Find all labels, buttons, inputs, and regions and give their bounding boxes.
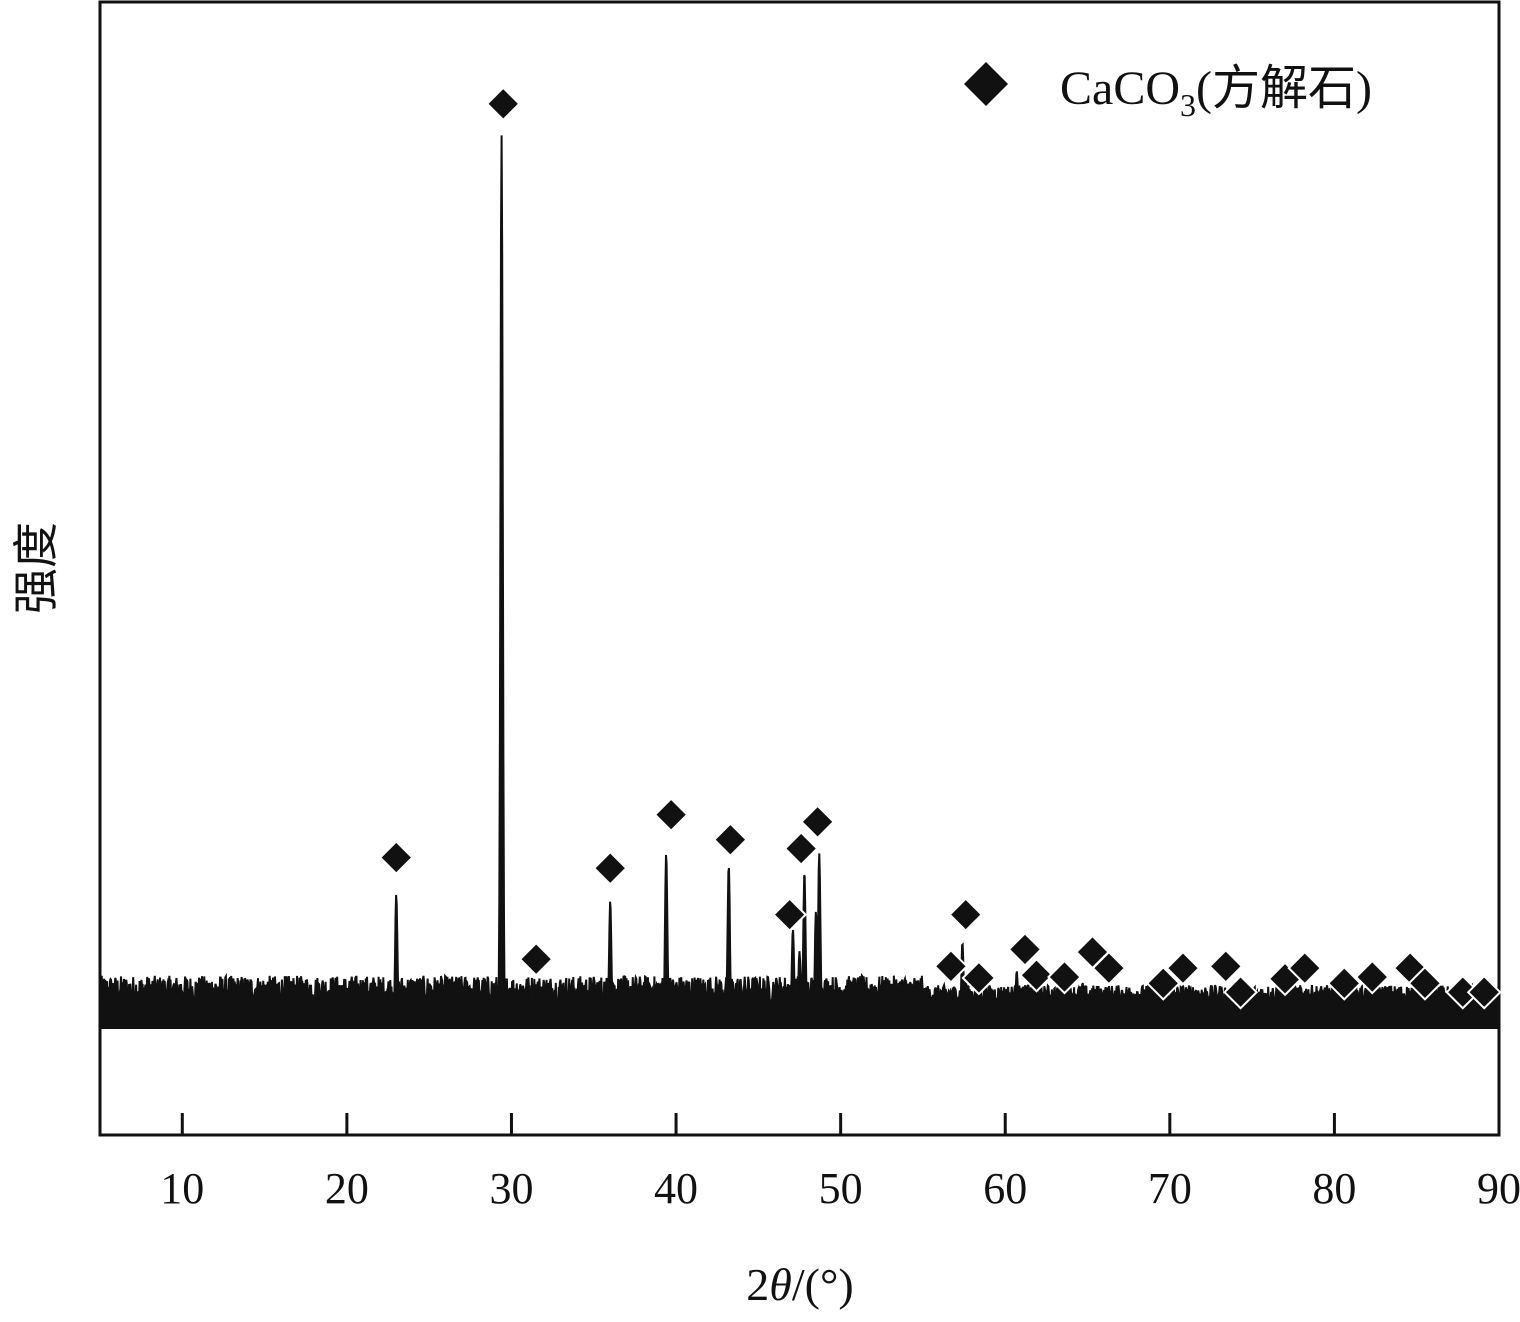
calcite-peak-marker	[1007, 931, 1043, 967]
calcite-peak-marker	[485, 86, 521, 122]
calcite-peak-marker	[592, 850, 628, 886]
x-tick-label: 20	[325, 1164, 369, 1213]
calcite-peak-marker	[1019, 957, 1054, 993]
legend-diamond-marker	[964, 62, 1008, 106]
calcite-peak-marker	[1326, 965, 1362, 1001]
legend-label: CaCO3(方解石)	[1060, 62, 1372, 123]
calcite-peak-marker	[1165, 950, 1201, 986]
calcite-peak-marker	[961, 960, 997, 996]
x-axis-ticks: 10 20 30 40 50 60 70 80 90	[160, 1113, 1520, 1213]
calcite-peak-marker	[933, 948, 969, 984]
calcite-peak-marker	[1145, 965, 1181, 1001]
calcite-peak-marker	[1208, 948, 1244, 984]
calcite-peak-marker	[1466, 974, 1502, 1010]
x-tick-label: 80	[1312, 1164, 1356, 1213]
pattern-fill	[100, 135, 1499, 1027]
calcite-peak-marker	[783, 831, 819, 867]
calcite-peak-marker	[378, 840, 414, 875]
plot-frame	[98, 0, 1501, 1137]
x-tick-label: 90	[1477, 1164, 1520, 1213]
pattern-line	[99, 135, 1500, 1006]
x-tick-label: 30	[489, 1164, 533, 1213]
x-tick-label: 70	[1148, 1164, 1192, 1213]
x-axis-title: 2θ/(°)	[746, 1259, 853, 1310]
calcite-peak-marker	[653, 797, 689, 833]
calcite-peak-marker	[948, 897, 984, 933]
calcite-peak-marker	[1047, 959, 1082, 995]
x-tick-label: 40	[654, 1164, 698, 1213]
calcite-peak-marker	[1407, 965, 1443, 1001]
calcite-peak-marker	[1287, 950, 1323, 986]
calcite-peak-marker	[1354, 959, 1390, 995]
peak-markers	[378, 86, 1502, 1010]
diffraction-pattern	[99, 135, 1500, 1029]
calcite-peak-marker	[800, 804, 836, 840]
x-tick-label: 10	[160, 1164, 204, 1213]
x-tick-label: 50	[819, 1164, 863, 1213]
legend: CaCO3(方解石)	[964, 62, 1372, 123]
y-axis-title: 强度	[11, 522, 62, 614]
calcite-peak-marker	[772, 897, 808, 933]
calcite-peak-marker	[712, 822, 748, 858]
calcite-peak-marker	[1091, 950, 1127, 986]
calcite-peak-marker	[518, 941, 554, 977]
x-tick-label: 60	[983, 1164, 1027, 1213]
calcite-peak-marker	[1223, 974, 1259, 1010]
